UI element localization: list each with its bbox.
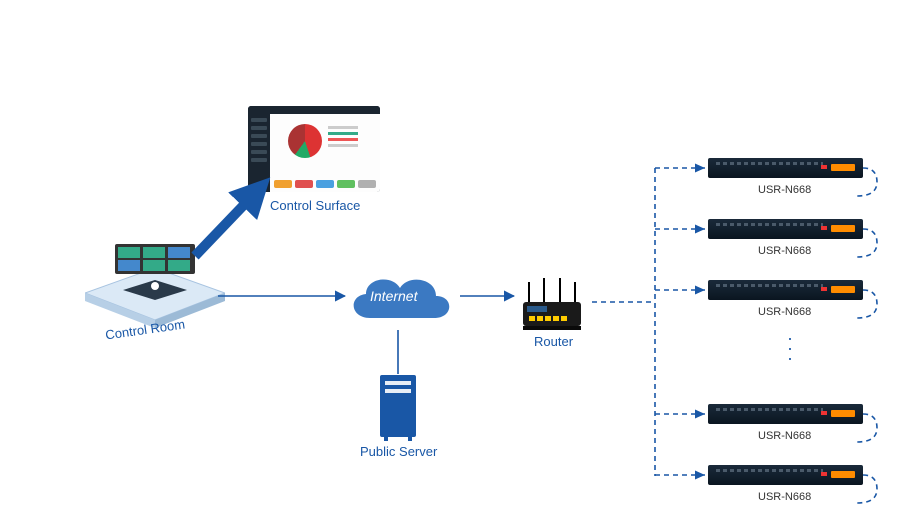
rack-device-label: USR-N668: [758, 245, 811, 257]
rack-device-label: USR-N668: [758, 430, 811, 442]
public-server-label: Public Server: [360, 444, 437, 459]
rack-device: [708, 280, 863, 300]
rack-device: [708, 158, 863, 178]
internet-label: Internet: [370, 288, 417, 304]
rack-device: [708, 219, 863, 239]
rack-device: [708, 465, 863, 485]
router-label: Router: [534, 334, 573, 349]
device-ellipsis: ···: [780, 336, 801, 366]
rack-device-label: USR-N668: [758, 306, 811, 318]
rack-device-label: USR-N668: [758, 184, 811, 196]
control-surface-graphic: [248, 106, 380, 192]
rack-device: [708, 404, 863, 424]
router-graphic: [517, 278, 587, 328]
control-room-graphic: [85, 238, 225, 328]
control-surface-label: Control Surface: [270, 198, 360, 213]
public-server-graphic: [380, 375, 416, 437]
rack-device-label: USR-N668: [758, 491, 811, 503]
